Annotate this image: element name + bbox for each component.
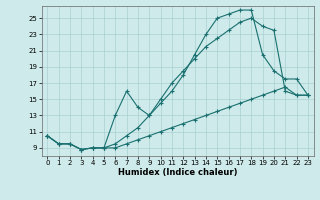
X-axis label: Humidex (Indice chaleur): Humidex (Indice chaleur) [118, 168, 237, 177]
